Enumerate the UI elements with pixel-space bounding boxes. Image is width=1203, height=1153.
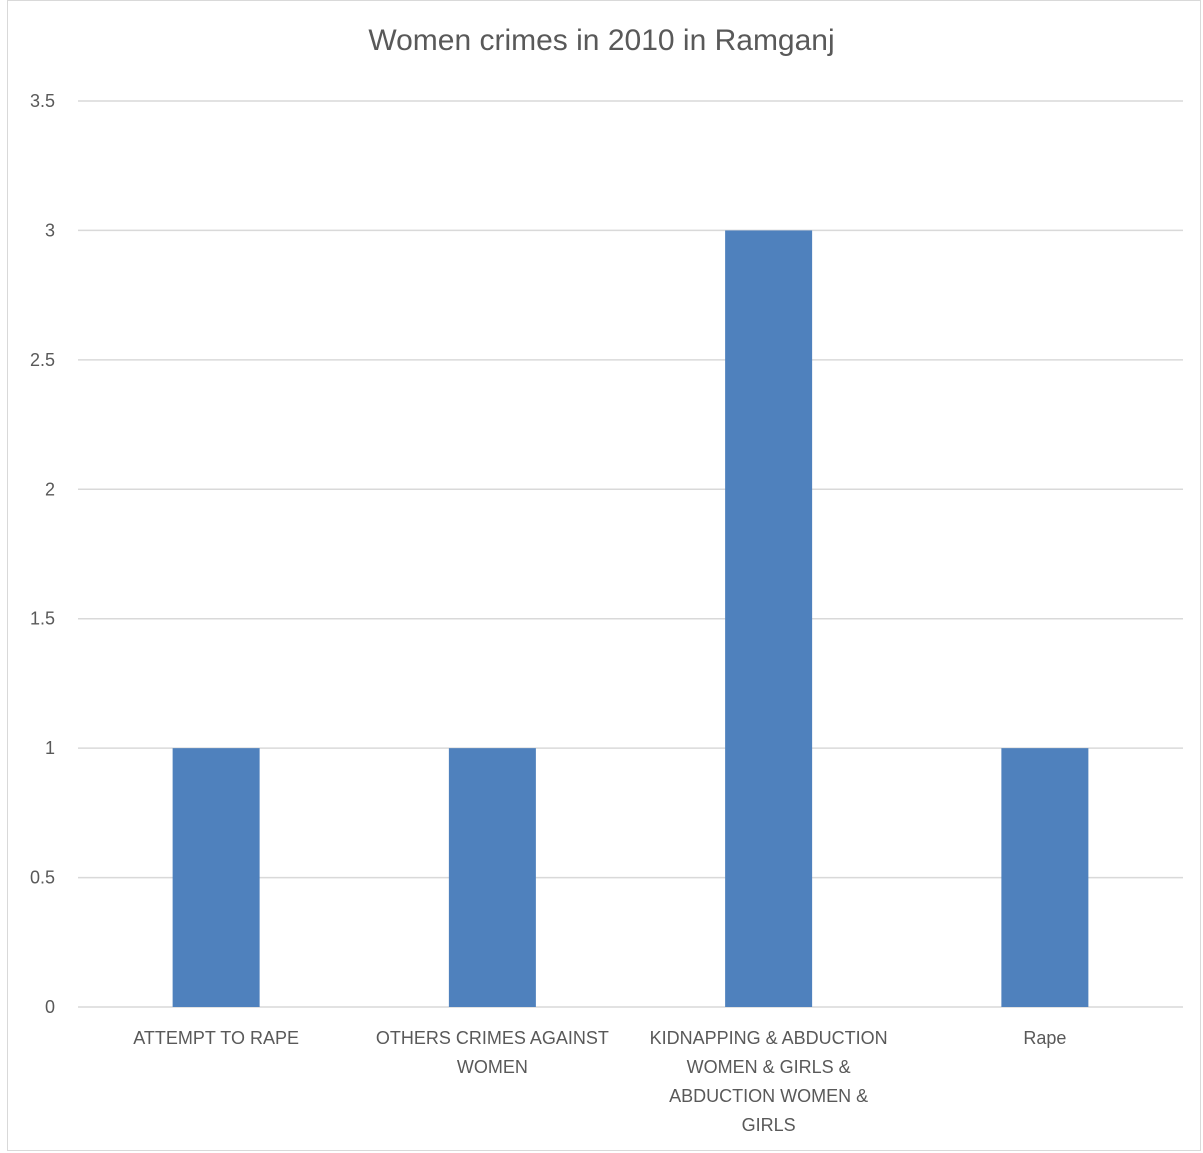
gridlines	[78, 100, 1183, 1008]
x-category-label: WOMEN	[457, 1057, 528, 1077]
y-tick-label: 2	[45, 479, 55, 499]
x-category-label: KIDNAPPING & ABDUCTION	[650, 1028, 888, 1048]
bar	[1001, 748, 1089, 1007]
y-tick-label: 3.5	[30, 91, 55, 111]
x-category-label: OTHERS CRIMES AGAINST	[376, 1028, 609, 1048]
y-tick-label: 2.5	[30, 350, 55, 370]
y-tick-label: 1	[45, 738, 55, 758]
y-tick-label: 1.5	[30, 609, 55, 629]
y-tick-label: 0	[45, 997, 55, 1017]
x-category-labels: ATTEMPT TO RAPE OTHERS CRIMES AGAINST WOME…	[133, 1028, 1066, 1135]
x-category-label: ABDUCTION WOMEN &	[669, 1086, 868, 1106]
x-category-label: GIRLS	[742, 1115, 796, 1135]
x-category-label: Rape	[1023, 1028, 1066, 1048]
x-category-label: WOMEN & GIRLS &	[687, 1057, 851, 1077]
chart-title: Women crimes in 2010 in Ramganj	[368, 24, 835, 57]
bar	[448, 748, 536, 1007]
y-tick-label: 0.5	[30, 868, 55, 888]
y-tick-label: 3	[45, 220, 55, 240]
bars	[172, 230, 1089, 1007]
bar	[172, 748, 260, 1007]
x-category-label: ATTEMPT TO RAPE	[133, 1028, 299, 1048]
y-tick-labels: 0 0.5 1 1.5 2 2.5 3 3.5	[30, 91, 55, 1017]
bar	[725, 230, 813, 1007]
